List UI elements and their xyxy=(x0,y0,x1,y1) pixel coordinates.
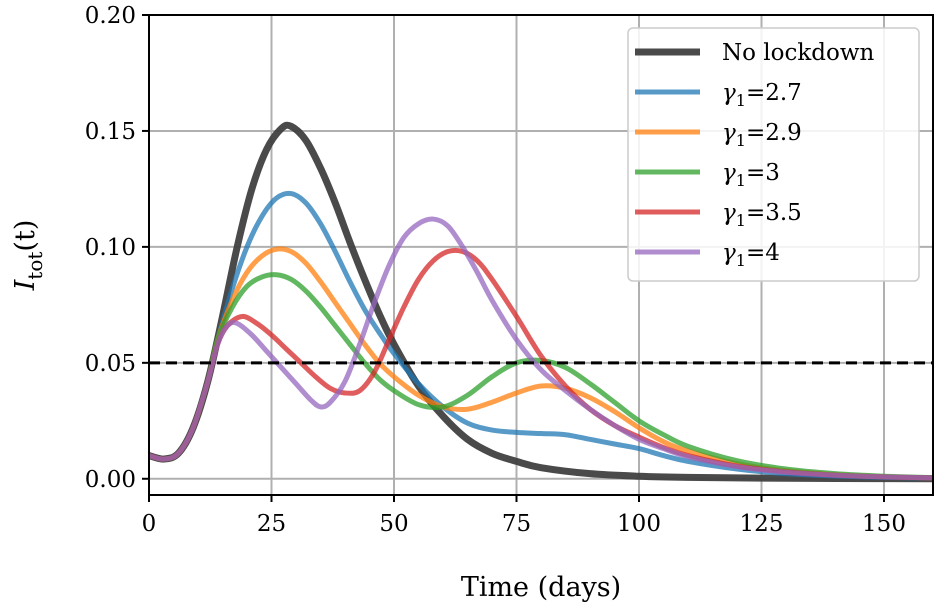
legend: No lockdown γ1=2.7 γ1=2.9 γ1=3 γ1=3.5 γ1=4 xyxy=(627,27,920,282)
legend-label-0: No lockdown xyxy=(722,40,875,66)
x-tick-label: 150 xyxy=(862,511,906,537)
ticks-layer: 0 25 50 75 100 125 150 0.00 0.05 0.10 0.15 0.20 xyxy=(85,3,906,537)
legend-label-4: γ1=3.5 xyxy=(722,200,802,230)
legend-label-3: γ1=3 xyxy=(722,160,780,190)
y-tick-label: 0.00 xyxy=(85,467,136,493)
legend-label-1: γ1=2.7 xyxy=(722,80,802,110)
series-line-5 xyxy=(148,216,934,481)
y-tick-label: 0.15 xyxy=(85,119,136,145)
x-tick-label: 25 xyxy=(257,511,286,537)
y-tick-label: 0.05 xyxy=(85,351,136,377)
axes-frame xyxy=(148,14,934,496)
x-tick-label: 0 xyxy=(142,511,157,537)
x-tick-label: 125 xyxy=(740,511,784,537)
legend-label-2: γ1=2.9 xyxy=(722,120,802,150)
x-tick-label: 75 xyxy=(502,511,531,537)
series-layer xyxy=(148,121,934,483)
y-tick-label: 0.20 xyxy=(85,3,136,29)
x-tick-label: 100 xyxy=(617,511,661,537)
x-tick-label: 50 xyxy=(379,511,408,537)
y-axis-label-arg: (t) xyxy=(10,220,41,252)
x-axis-label: Time (days) xyxy=(461,572,621,603)
svg-text:Itot(t): Itot(t) xyxy=(10,220,47,292)
legend-box xyxy=(627,27,920,282)
y-axis-label-main: I xyxy=(10,278,41,291)
y-axis-label-sub: tot xyxy=(23,252,47,280)
series-line-3 xyxy=(148,272,934,481)
legend-label-5: γ1=4 xyxy=(722,240,780,270)
y-axis-label: Itot(t) xyxy=(10,220,47,292)
series-line-1 xyxy=(148,190,934,481)
y-tick-label: 0.10 xyxy=(85,235,136,261)
